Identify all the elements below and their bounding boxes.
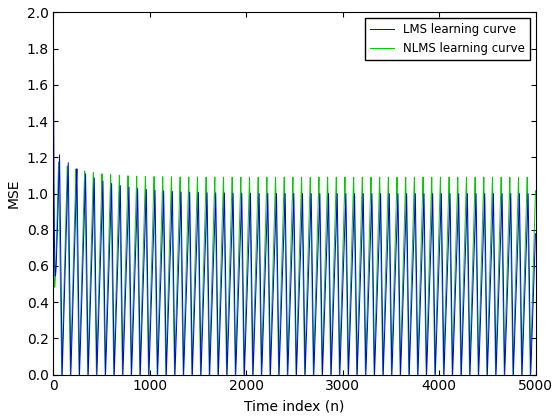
NLMS learning curve bbox=[532, 188, 539, 193]
LMS learning curve bbox=[528, 372, 534, 377]
NLMS learning curve bbox=[410, 215, 417, 220]
LMS learning curve bbox=[339, 291, 346, 297]
NLMS learning curve bbox=[235, 284, 241, 289]
LMS learning curve bbox=[446, 200, 453, 205]
NLMS learning curve bbox=[446, 220, 453, 226]
Line: LMS learning curve: LMS learning curve bbox=[54, 39, 535, 375]
LMS learning curve bbox=[138, 349, 144, 354]
LMS learning curve bbox=[234, 315, 241, 320]
Line: NLMS learning curve: NLMS learning curve bbox=[54, 162, 535, 375]
NLMS learning curve bbox=[363, 314, 370, 319]
NLMS learning curve bbox=[483, 372, 490, 377]
LMS learning curve bbox=[50, 37, 57, 42]
NLMS learning curve bbox=[339, 256, 346, 261]
NLMS learning curve bbox=[138, 324, 144, 329]
LMS learning curve bbox=[410, 257, 417, 262]
Y-axis label: MSE: MSE bbox=[7, 179, 21, 208]
Legend: LMS learning curve, NLMS learning curve: LMS learning curve, NLMS learning curve bbox=[365, 18, 530, 60]
LMS learning curve bbox=[363, 341, 370, 346]
NLMS learning curve bbox=[55, 160, 62, 165]
LMS learning curve bbox=[532, 231, 539, 236]
NLMS learning curve bbox=[50, 173, 57, 178]
X-axis label: Time index (n): Time index (n) bbox=[244, 399, 345, 413]
